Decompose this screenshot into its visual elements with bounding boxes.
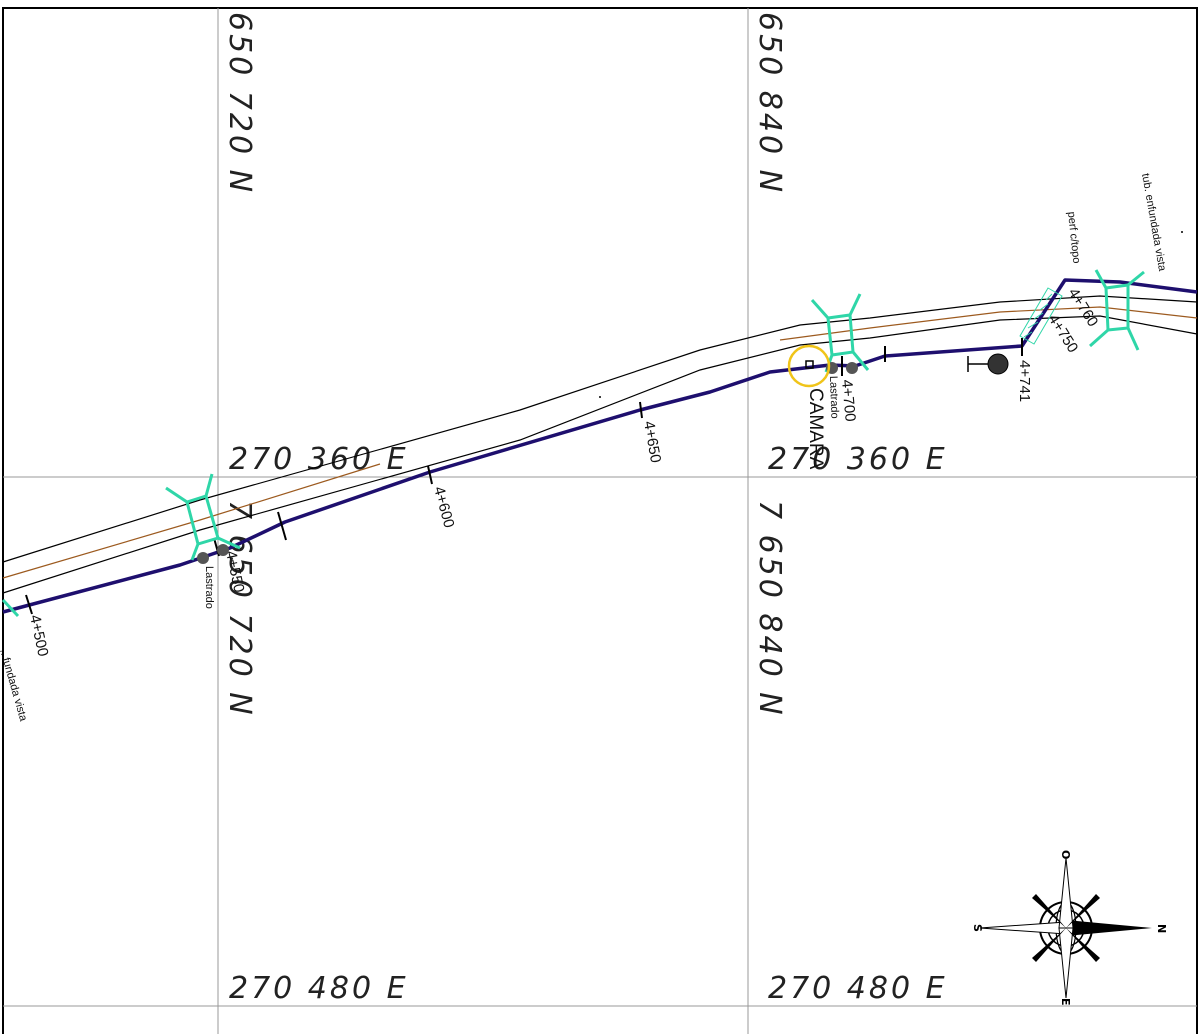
station-label-4500: 4+500 (26, 613, 51, 658)
compass-letter-north: N (1155, 924, 1168, 933)
perforation-hatch-line-4 (1027, 321, 1039, 329)
lastrado-label-left: Lastrado (203, 566, 215, 609)
compass-needle-north (1066, 920, 1152, 936)
crossing-mid-wing-1 (810, 299, 830, 319)
compass-needle-west (1058, 857, 1074, 929)
perforation-hatch-line-5 (1023, 331, 1033, 338)
hatched-ball (987, 353, 1009, 375)
crossing-left (165, 473, 241, 561)
easting-label-bottom-left: 270 480 E (229, 971, 409, 1006)
station-label-4741: 4+741 (1016, 360, 1033, 402)
stray-dot-2 (599, 396, 601, 398)
perforation-hatch (1019, 287, 1063, 345)
crossing-mid-wing-2 (848, 293, 862, 316)
compass-letter-west: O (1059, 850, 1072, 859)
coordinate-grid (3, 8, 1197, 1034)
perforation-hatch-line-1 (1045, 293, 1053, 301)
crossing-right-wing-2 (1127, 270, 1145, 287)
tick-4560 (277, 511, 287, 541)
compass-diagonal-se (1066, 928, 1100, 962)
compass-diagonal-ne (1066, 894, 1100, 928)
road-edge-upper (2, 295, 1198, 563)
camara-label: CAMARA (805, 388, 826, 470)
tick-4500 (25, 594, 33, 615)
crossing-right-wing-3 (1089, 328, 1109, 348)
lastrado-label-right: Lastrado (827, 376, 840, 419)
compass-needle-east (1058, 927, 1074, 999)
crossing-left-wing-4 (217, 536, 241, 550)
perforation-hatch-line-2 (1039, 303, 1049, 311)
crossing-far-left (1, 598, 20, 618)
northing-label-top-right: 650 840 N (752, 12, 787, 195)
crossing-right-wing-1 (1094, 269, 1108, 289)
perf-topo-label: perf c/topo (1065, 211, 1082, 264)
road-edges (2, 295, 1198, 594)
station-label-4600: 4+600 (430, 485, 457, 530)
station-label-4750: 4+750 (1045, 311, 1082, 356)
road-edge-lower (2, 315, 1198, 594)
drawing-frame (2, 7, 1198, 1034)
easting-label-mid-left: 270 360 E (229, 442, 409, 477)
station-label-4700: 4+700 (838, 379, 859, 422)
crossing-left-wing-1 (165, 486, 188, 504)
crossing-right (1089, 269, 1145, 351)
northing-label-top-left: 650 720 N (222, 12, 257, 195)
crossing-left-wing-2 (204, 473, 214, 497)
tick-4650 (639, 401, 643, 419)
pipeline-line (2, 278, 1198, 614)
tee-ball-marker (967, 353, 1009, 375)
crossing-far-left-wing-1 (1, 598, 20, 618)
valve-marker-left-1 (197, 552, 209, 564)
crossing-left-wing-3 (190, 543, 200, 561)
compass-needle-south (979, 921, 1067, 935)
valve-marker-left-2 (217, 544, 229, 556)
perforation-hatch-line-3 (1033, 312, 1044, 320)
compass-letter-south: S (971, 924, 984, 932)
tub-enfundada-label-left: ...fundada vista (0, 648, 29, 724)
northing-label-bottom-left: 7 650 720 N (222, 500, 257, 718)
valve-markers (197, 362, 858, 564)
compass-letter-east: E (1059, 998, 1072, 1006)
crossing-right-wing-4 (1126, 327, 1140, 351)
perforation-hatch-outline (1019, 287, 1063, 345)
tick-4600 (427, 465, 433, 485)
camara-box (805, 360, 814, 369)
road-axis-line (2, 306, 1198, 579)
valve-marker-mid-2 (846, 362, 858, 374)
compass-diagonal-sw (1032, 928, 1066, 962)
station-label-4650: 4+650 (640, 420, 664, 464)
compass-rose: N S O E (971, 850, 1168, 1006)
camara-circle (787, 344, 831, 388)
station-ticks (25, 338, 1023, 615)
northing-label-bottom-right: 7 650 840 N (752, 500, 787, 718)
crossing-mid-wing-4 (851, 351, 870, 371)
tub-enfundada-label-right: tub. enfundada vista (1139, 172, 1168, 273)
easting-label-mid-right: 270 360 E (768, 442, 948, 477)
compass-diagonal-nw (1032, 894, 1066, 928)
crossing-mid (810, 293, 870, 373)
stray-dot-1 (1181, 231, 1183, 233)
easting-label-bottom-right: 270 480 E (768, 971, 948, 1006)
